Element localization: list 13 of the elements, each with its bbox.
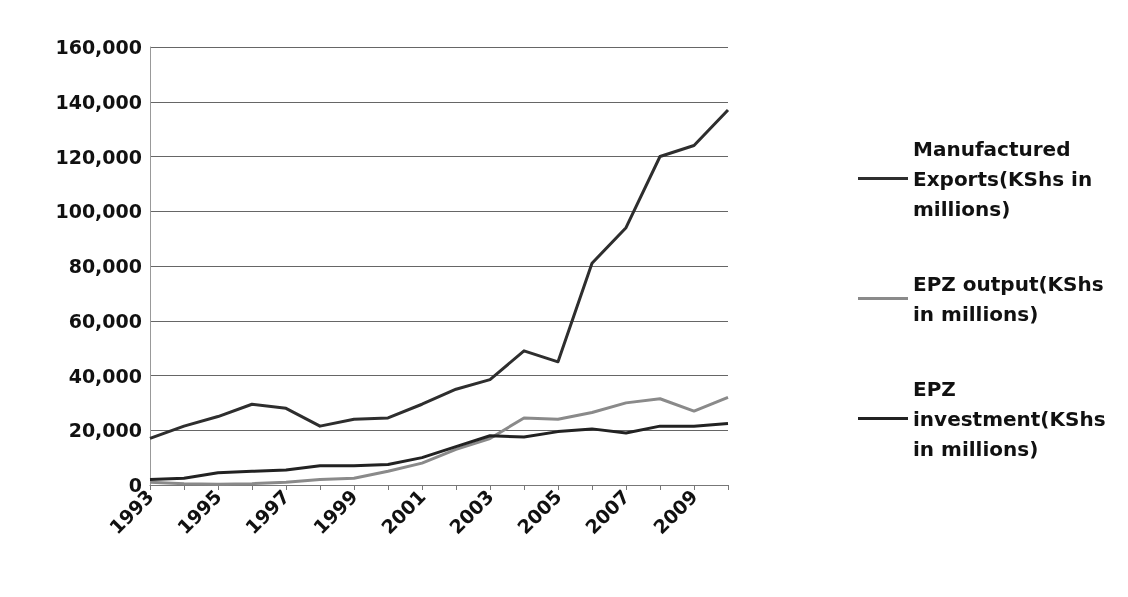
y-tick-label: 120,000 — [55, 145, 142, 168]
y-tick-label: 20,000 — [68, 419, 142, 442]
y-tick-label: 160,000 — [55, 36, 142, 58]
legend-label: EPZ investment(KShs in millions) — [913, 376, 1113, 461]
y-tick-label: 80,000 — [68, 255, 142, 277]
legend-label: EPZ output(KShs in millions) — [913, 271, 1111, 326]
y-tick-label: 140,000 — [55, 90, 142, 113]
y-tick-label: 100,000 — [55, 200, 142, 223]
y-tick-label: 60,000 — [68, 309, 142, 332]
legend-label: Manufactured Exports(KShs in millions) — [913, 136, 1100, 221]
line-series — [148, 108, 730, 440]
line-series — [148, 421, 730, 482]
y-tick-label: 40,000 — [68, 364, 142, 387]
